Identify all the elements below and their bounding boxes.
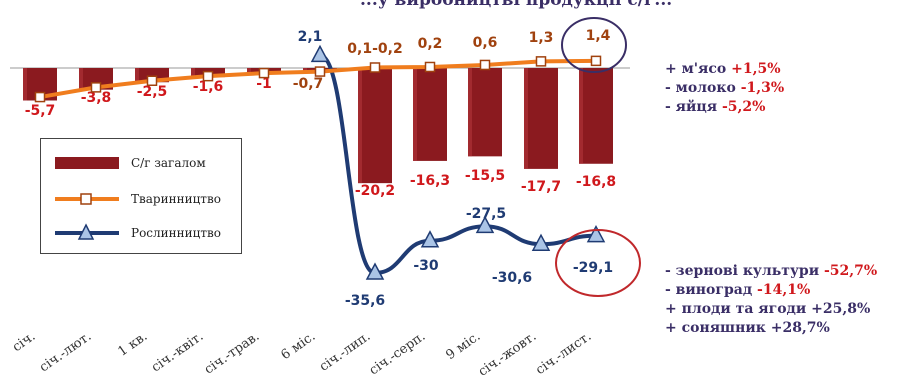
livestock-marker-4	[258, 67, 270, 79]
legend-swatch-livestock	[55, 193, 119, 205]
legend-label-total: С/г загалом	[131, 156, 206, 170]
crops-marker-2	[420, 230, 440, 248]
legend-label-crops: Рослинництво	[131, 226, 221, 240]
crops-marker-3	[475, 215, 495, 234]
x-tick-label-3: січ.-квіт.	[149, 329, 206, 375]
chart-legend: С/г загалом Тваринництво Рослинництво	[40, 138, 242, 254]
x-tick-label-4: січ.-трав.	[202, 329, 262, 378]
bar-shade-1	[79, 68, 83, 90]
bar-10	[579, 68, 613, 164]
legend-swatch-bar	[55, 157, 119, 169]
crops-marker-1	[365, 262, 385, 280]
legend-item-livestock: Тваринництво	[41, 187, 241, 211]
livestock-marker-1	[90, 82, 102, 93]
livestock-marker-3	[202, 70, 214, 82]
livestock-label-9: 1,3	[529, 30, 554, 46]
livestock-label-7: 0,2	[418, 36, 443, 52]
bar-shade-0	[23, 68, 27, 101]
bar-label-0: -5,7	[25, 103, 56, 119]
crops-label-6: -35,6	[345, 293, 385, 309]
bar-shade-3	[191, 68, 195, 78]
livestock-marker-0	[34, 91, 46, 103]
note-grapes: - виноград -14,1%	[665, 282, 811, 298]
bar-label-5: -0,7	[293, 76, 324, 92]
bar-6	[358, 68, 392, 184]
livestock-marker-8	[479, 59, 491, 71]
note-milk: - молоко -1,3%	[665, 80, 785, 96]
crops-label-5: 2,1	[298, 29, 323, 45]
bar-label-8: -15,5	[465, 168, 505, 184]
bar-shade-6	[358, 68, 362, 184]
bar-label-7: -16,3	[410, 173, 450, 189]
note-fruits: + плоди та ягоди +25,8%	[665, 301, 871, 317]
x-tick-label-5: 6 міс.	[278, 329, 318, 363]
crops-label-10: -29,1	[573, 260, 613, 276]
note-sunflower: + соняшник +28,7%	[665, 320, 830, 336]
chart-title: ...у виробництві продукції с/г...	[360, 0, 673, 10]
crops-marker-0	[310, 44, 330, 63]
bar-label-6: -20,2	[355, 183, 395, 199]
bar-7	[413, 68, 447, 161]
notes-livestock: + м'ясо +1,5% - молоко -1,3% - яйця -5,2…	[665, 60, 784, 117]
x-tick-label-7: січ.-серп.	[367, 329, 429, 378]
highlight-circle-top	[561, 17, 627, 73]
livestock-marker-5	[314, 66, 326, 77]
crops-label-9: -30,6	[492, 270, 532, 286]
bar-label-3: -1,6	[193, 79, 224, 95]
legend-swatch-crops	[55, 223, 119, 240]
bar-shade-8	[468, 68, 472, 157]
bar-shade-2	[135, 68, 139, 83]
legend-item-total: С/г загалом	[41, 151, 241, 175]
x-tick-label-1: січ.-лют.	[37, 329, 94, 375]
livestock-marker-6	[369, 62, 381, 73]
bar-shade-4	[247, 68, 251, 74]
bar-label-2: -2,5	[137, 84, 168, 100]
crops-label-8: -27,5	[466, 206, 506, 222]
bar-shade-10	[579, 68, 583, 164]
bar-label-4: -1	[256, 76, 272, 92]
crops-marker-5	[586, 224, 606, 243]
legend-item-crops: Рослинництво	[41, 221, 241, 245]
livestock-label-10: 1,4	[586, 28, 611, 44]
x-tick-label-2: 1 кв.	[115, 329, 150, 360]
bar-label-10: -16,8	[576, 174, 616, 190]
notes-crops: - зернові культури -52,7% - виноград -14…	[665, 262, 877, 338]
bar-label-1: -3,8	[81, 90, 112, 106]
crops-label-7: -30	[413, 258, 439, 274]
x-tick-label-8: 9 міс.	[443, 329, 483, 363]
bar-shade-7	[413, 68, 417, 161]
livestock-label-6: 0,1-0,2	[347, 41, 402, 57]
bar-8	[468, 68, 502, 157]
bar-shade-9	[524, 68, 528, 169]
note-grain: - зернові культури -52,7%	[665, 263, 878, 279]
x-tick-label-6: січ.-лип.	[317, 329, 373, 375]
livestock-marker-10	[590, 55, 602, 67]
livestock-marker-2	[146, 75, 158, 86]
highlight-circle-bottom	[555, 229, 641, 297]
x-tick-label-0: січ.	[10, 329, 38, 355]
bar-9	[524, 68, 558, 169]
bar-label-9: -17,7	[521, 179, 561, 195]
legend-label-livestock: Тваринництво	[131, 192, 221, 206]
crops-marker-4	[531, 233, 551, 251]
livestock-marker-7	[424, 61, 436, 73]
note-eggs: - яйця -5,2%	[665, 99, 766, 115]
livestock-label-8: 0,6	[473, 35, 498, 51]
bar-1	[79, 68, 113, 90]
note-meat: + м'ясо +1,5%	[665, 61, 781, 77]
livestock-marker-9	[535, 56, 547, 67]
x-tick-label-10: січ.-лист.	[533, 329, 594, 378]
x-tick-label-9: січ.-жовт.	[476, 329, 539, 380]
